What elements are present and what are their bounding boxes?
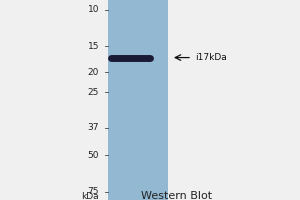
Text: 20: 20: [88, 68, 99, 77]
Text: 37: 37: [88, 123, 99, 132]
Text: 15: 15: [88, 42, 99, 51]
Text: 25: 25: [88, 88, 99, 97]
Bar: [108, 0, 168, 200]
Text: ⅰ17kDa: ⅰ17kDa: [195, 53, 227, 62]
Text: kDa: kDa: [81, 192, 99, 200]
Text: 50: 50: [88, 151, 99, 160]
Text: 75: 75: [88, 187, 99, 196]
Text: Western Blot: Western Blot: [141, 191, 213, 200]
Text: 10: 10: [88, 5, 99, 14]
